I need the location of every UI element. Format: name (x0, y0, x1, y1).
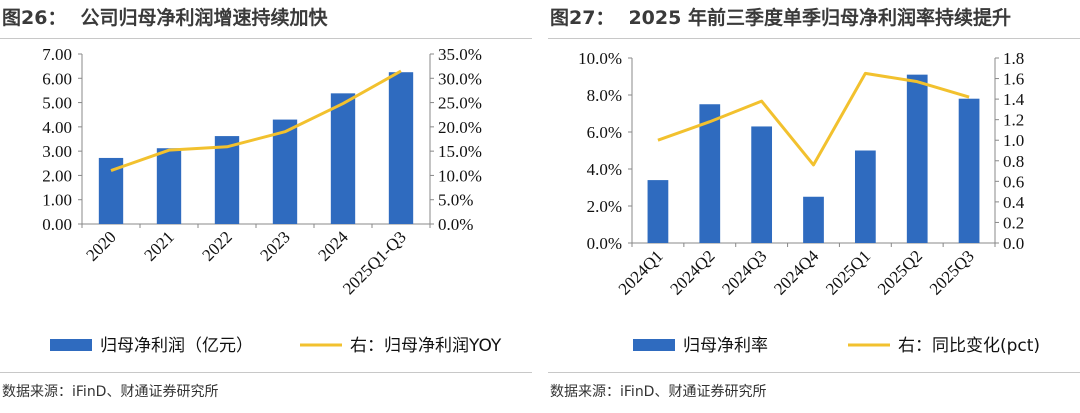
figure-title: 图26： 公司归母净利润增速持续加快 (2, 7, 328, 29)
right-tick-label: 5.0% (438, 191, 473, 210)
right-tick-label: 1.4 (1003, 90, 1025, 109)
bar (803, 196, 824, 243)
left-tick-label: 0.00 (42, 215, 72, 234)
left-tick-label: 3.00 (42, 142, 72, 161)
right-tick-label: 0.8 (1003, 152, 1024, 171)
x-tick-label: 2025Q2 (874, 246, 926, 298)
right-tick-label: 0.0% (438, 215, 473, 234)
right-tick-label: 0.2 (1003, 213, 1024, 232)
x-tick-label: 2022 (198, 227, 235, 264)
figure-title: 图27： 2025 年前三季度单季归母净利润率持续提升 (550, 7, 1011, 29)
bar (214, 136, 240, 224)
x-tick-label: 2023 (256, 227, 293, 264)
legend-bar-swatch (633, 339, 675, 351)
data-source: 数据来源：iFinD、财通证券研究所 (550, 384, 767, 400)
x-tick-label: 2025Q1-Q3 (339, 227, 410, 298)
right-tick-label: 15.0% (438, 142, 482, 161)
right-tick-label: 1.8 (1003, 49, 1024, 68)
left-tick-label: 1.00 (42, 191, 72, 210)
title-divider (0, 38, 532, 39)
left-tick-label: 2.0% (587, 197, 622, 216)
bar (272, 119, 298, 224)
title-divider (548, 38, 1080, 39)
right-tick-label: 35.0% (438, 45, 482, 64)
left-tick-label: 4.00 (42, 118, 72, 137)
legend-bar-label: 归母净利率 (683, 336, 768, 356)
left-tick-label: 5.00 (42, 94, 72, 113)
right-tick-label: 10.0% (438, 166, 482, 185)
bar (647, 180, 669, 243)
legend-line-label: 右：同比变化(pct) (898, 336, 1040, 356)
right-tick-label: 0.4 (1003, 193, 1025, 212)
left-tick-label: 7.00 (42, 45, 72, 64)
bar (854, 150, 876, 243)
right-tick-label: 1.2 (1003, 111, 1024, 130)
left-tick-label: 6.0% (587, 123, 622, 142)
x-tick-label: 2025Q1 (822, 246, 874, 298)
right-tick-label: 25.0% (438, 94, 482, 113)
source-divider (0, 372, 532, 373)
yoy-line (657, 71, 970, 167)
left-tick-label: 4.0% (587, 160, 622, 179)
legend-line-label: 右：归母净利润YOY (350, 336, 502, 356)
legend-bar-label: 归母净利润（亿元） (100, 336, 253, 356)
left-tick-label: 0.0% (587, 234, 622, 253)
x-tick-label: 2024Q4 (770, 246, 823, 299)
x-tick-label: 2021 (140, 227, 177, 264)
left-tick-label: 6.00 (42, 69, 72, 88)
bar (958, 98, 980, 243)
left-tick-label: 2.00 (42, 166, 72, 185)
x-tick-label: 2024Q3 (718, 246, 770, 298)
right-tick-label: 30.0% (438, 69, 482, 88)
bar (156, 148, 182, 224)
figure-26: 图26： 公司归母净利润增速持续加快 0.00 1.00 2.00 3.00 4.00 5.… (0, 0, 532, 413)
right-tick-label: 1.6 (1003, 70, 1024, 89)
x-tick-label: 2020 (82, 227, 119, 264)
right-tick-label: 20.0% (438, 118, 482, 137)
profit-growth-chart: 0.00 1.00 2.00 3.00 4.00 5.00 6.00 7.00 0.0% 5.0%… (42, 45, 502, 356)
bar (330, 93, 356, 224)
source-divider (548, 372, 1080, 373)
x-tick-label: 2025Q3 (926, 246, 978, 298)
net-margin-chart: 0.0% 2.0% 4.0% 6.0% 8.0% 10.0% 0.0 0.20.4 0.60.8… (578, 49, 1040, 356)
data-source: 数据来源：iFinD、财通证券研究所 (2, 384, 219, 400)
legend-bar-swatch (50, 339, 92, 351)
bar (699, 104, 721, 243)
left-tick-label: 8.0% (587, 86, 622, 105)
x-tick-label: 2024Q2 (666, 246, 718, 298)
figure-27: 图27： 2025 年前三季度单季归母净利润率持续提升 0.0% 2.0% 4.0% 6… (548, 0, 1080, 413)
right-tick-label: 0.0 (1003, 234, 1024, 253)
x-tick-label: 2024Q1 (615, 246, 667, 298)
right-tick-label: 0.6 (1003, 172, 1024, 191)
bar (751, 126, 773, 243)
bar (388, 72, 414, 224)
right-tick-label: 1.0 (1003, 131, 1024, 150)
x-tick-label: 2024 (314, 227, 352, 265)
bar (906, 74, 928, 244)
yoy-line (110, 69, 402, 172)
left-tick-label: 10.0% (578, 49, 622, 68)
